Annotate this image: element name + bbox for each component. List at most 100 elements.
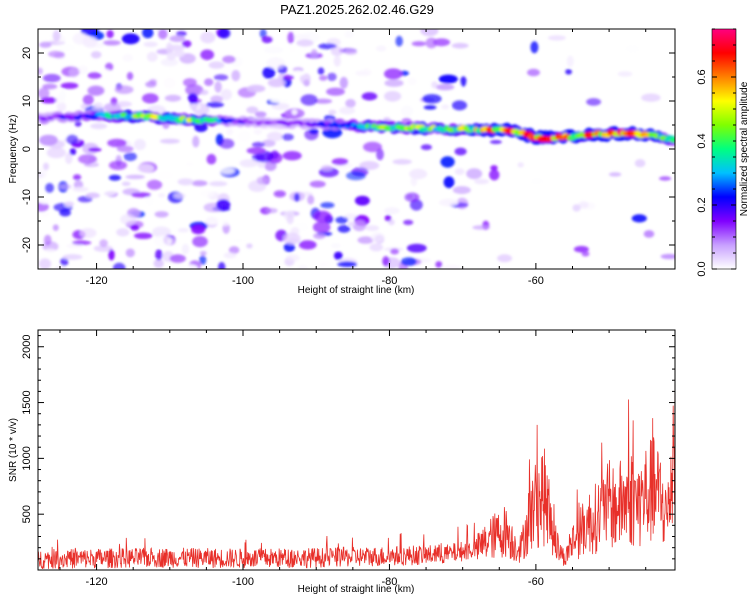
spectrogram-noise-blob: [641, 93, 661, 102]
colorbar-ticks: 0.0 0.2 0.4 0.6: [696, 28, 736, 277]
spectrogram-noise-blob: [337, 225, 351, 233]
spectrogram-noise-blob: [166, 42, 173, 55]
spectrogram-noise-blob: [142, 93, 159, 104]
spectrogram-noise-blob: [108, 160, 128, 170]
spectrogram-noise-blob: [199, 189, 215, 198]
spectrogram-noise-blob: [246, 84, 266, 93]
spectrogram-noise-blob: [66, 134, 79, 145]
spectrogram-noise-blob: [456, 197, 469, 210]
spectrogram-noise-blob: [82, 94, 94, 106]
spectrogram-noise-blob: [223, 252, 237, 259]
spectrogram-noise-blob: [357, 236, 374, 244]
spectrogram-noise-blob: [270, 97, 290, 104]
spectrogram-x-label: Height of straight line (km): [298, 285, 415, 296]
spectrogram-noise-blob: [256, 176, 269, 185]
spectrogram-noise-blob: [298, 265, 308, 269]
snr-y-tick-label: 1500: [21, 390, 33, 414]
spectrogram-noise-blob: [206, 101, 224, 108]
colorbar-tick-label: 0.2: [696, 197, 708, 212]
spectrogram-noise-blob: [400, 105, 414, 117]
spectrogram-noise-blob: [216, 199, 231, 211]
spectrogram-noise-blob: [163, 77, 176, 89]
spectrogram-noise-blob: [144, 195, 154, 207]
spectrogram-noise-blob: [420, 29, 439, 37]
spectrogram-noise-blob: [45, 183, 54, 193]
spectrogram-noise-blob: [438, 74, 458, 84]
spectrogram-noise-blob: [130, 224, 140, 231]
spectrogram-noise-blob: [335, 216, 349, 224]
spectrogram-noise-blob: [527, 68, 540, 77]
spectrogram-noise-blob: [608, 172, 622, 177]
spectrogram-noise-blob: [112, 262, 126, 269]
spectrogram-noise-blob: [345, 98, 356, 108]
spectrogram-noise-blob: [403, 219, 414, 226]
spectrogram-noise-blob: [404, 192, 420, 202]
spectrogram-noise-blob: [218, 262, 226, 269]
spectrogram-noise-blob: [261, 139, 276, 147]
spectrogram-noise-blob: [222, 55, 236, 64]
spectrogram-noise-blob: [296, 39, 314, 47]
spectrogram-noise-blob: [246, 243, 253, 249]
spectrogram-noise-blob: [158, 193, 166, 198]
spectrogram-noise-blob: [237, 130, 251, 142]
spectrogram-noise-blob: [153, 259, 164, 268]
spectrogram-noise-blob: [643, 230, 655, 238]
snr-series-line: [38, 348, 675, 570]
colorbar-label: Normalized spectral amplitude: [739, 81, 750, 216]
spectrogram-noise-blob: [133, 139, 146, 151]
spectrogram-noise-blob: [59, 209, 71, 217]
spectrogram-noise-blob: [339, 106, 356, 115]
spectrogram-noise-blob: [183, 78, 197, 87]
spectrogram-noise-blob: [214, 81, 222, 93]
spectrogram-noise-blob: [58, 183, 72, 190]
spectrogram-noise-blob: [344, 213, 358, 220]
spectrogram-noise-blob: [69, 148, 77, 156]
spectrogram-noise-blob: [282, 74, 295, 80]
spectrogram-noise-blob: [108, 249, 115, 261]
spectrogram-noise-blob: [313, 210, 332, 223]
snr-x-tick-label: -60: [528, 576, 544, 588]
spectrogram-noise-blob: [283, 242, 295, 253]
spectrogram-noise-blob: [55, 265, 67, 269]
spectrogram-noise-blob: [200, 49, 215, 61]
spectrogram-noise-blob: [42, 83, 58, 90]
spectrogram-noise-blob: [191, 224, 206, 235]
snr-frame: [37, 329, 676, 571]
spectrogram-noise-blob: [363, 141, 382, 153]
spectrogram-noise-blob: [263, 46, 284, 54]
spectrogram-noise-blob: [73, 174, 82, 181]
spectrogram-noise-blob: [121, 33, 140, 45]
spectrogram-noise-blob: [382, 256, 390, 267]
spectrogram-noise-blob: [617, 71, 633, 77]
spectrogram-noise-blob: [573, 245, 589, 253]
spectrogram-noise-blob: [439, 198, 459, 207]
spectrogram-noise-blob: [529, 177, 545, 185]
spectrogram-x-tick-label: -60: [528, 275, 544, 287]
spectrogram-noise-blob: [384, 214, 392, 222]
spectrogram-noise-blob: [384, 91, 402, 102]
spectrogram-noise-blob: [131, 192, 152, 198]
spectrogram-noise-blob: [634, 159, 646, 168]
spectrogram-noise-blob: [474, 178, 489, 185]
spectrogram-y-tick-label: 20: [21, 47, 33, 59]
spectrogram-noise-blob: [56, 101, 67, 112]
spectrogram-noise-blob: [154, 211, 169, 218]
spectrogram-noise-blob: [320, 260, 333, 268]
spectrogram-noise-blob: [384, 79, 404, 87]
spectrogram-noise-blob: [299, 73, 311, 85]
spectrogram-noise-blob: [181, 243, 190, 255]
spectrogram-noise-blob: [344, 49, 358, 55]
spectrogram-noise-blob: [283, 204, 291, 212]
spectrogram-noise-blob: [262, 66, 276, 79]
spectrogram-noise-blob: [199, 251, 207, 256]
spectrogram-noise-blob: [87, 85, 105, 96]
spectrogram-noise-blob: [74, 120, 82, 127]
snr-y-tick-label: 2000: [21, 335, 33, 359]
spectrogram-noise-blob: [384, 207, 400, 215]
spectrogram-noise-blob: [142, 29, 154, 39]
spectrogram-noise-blob: [267, 78, 286, 88]
snr-x-tick-label: -120: [86, 576, 108, 588]
spectrogram-noise-blob: [530, 41, 539, 54]
spectrogram-noise-blob: [326, 87, 345, 96]
spectrogram-noise-blob: [219, 138, 235, 149]
